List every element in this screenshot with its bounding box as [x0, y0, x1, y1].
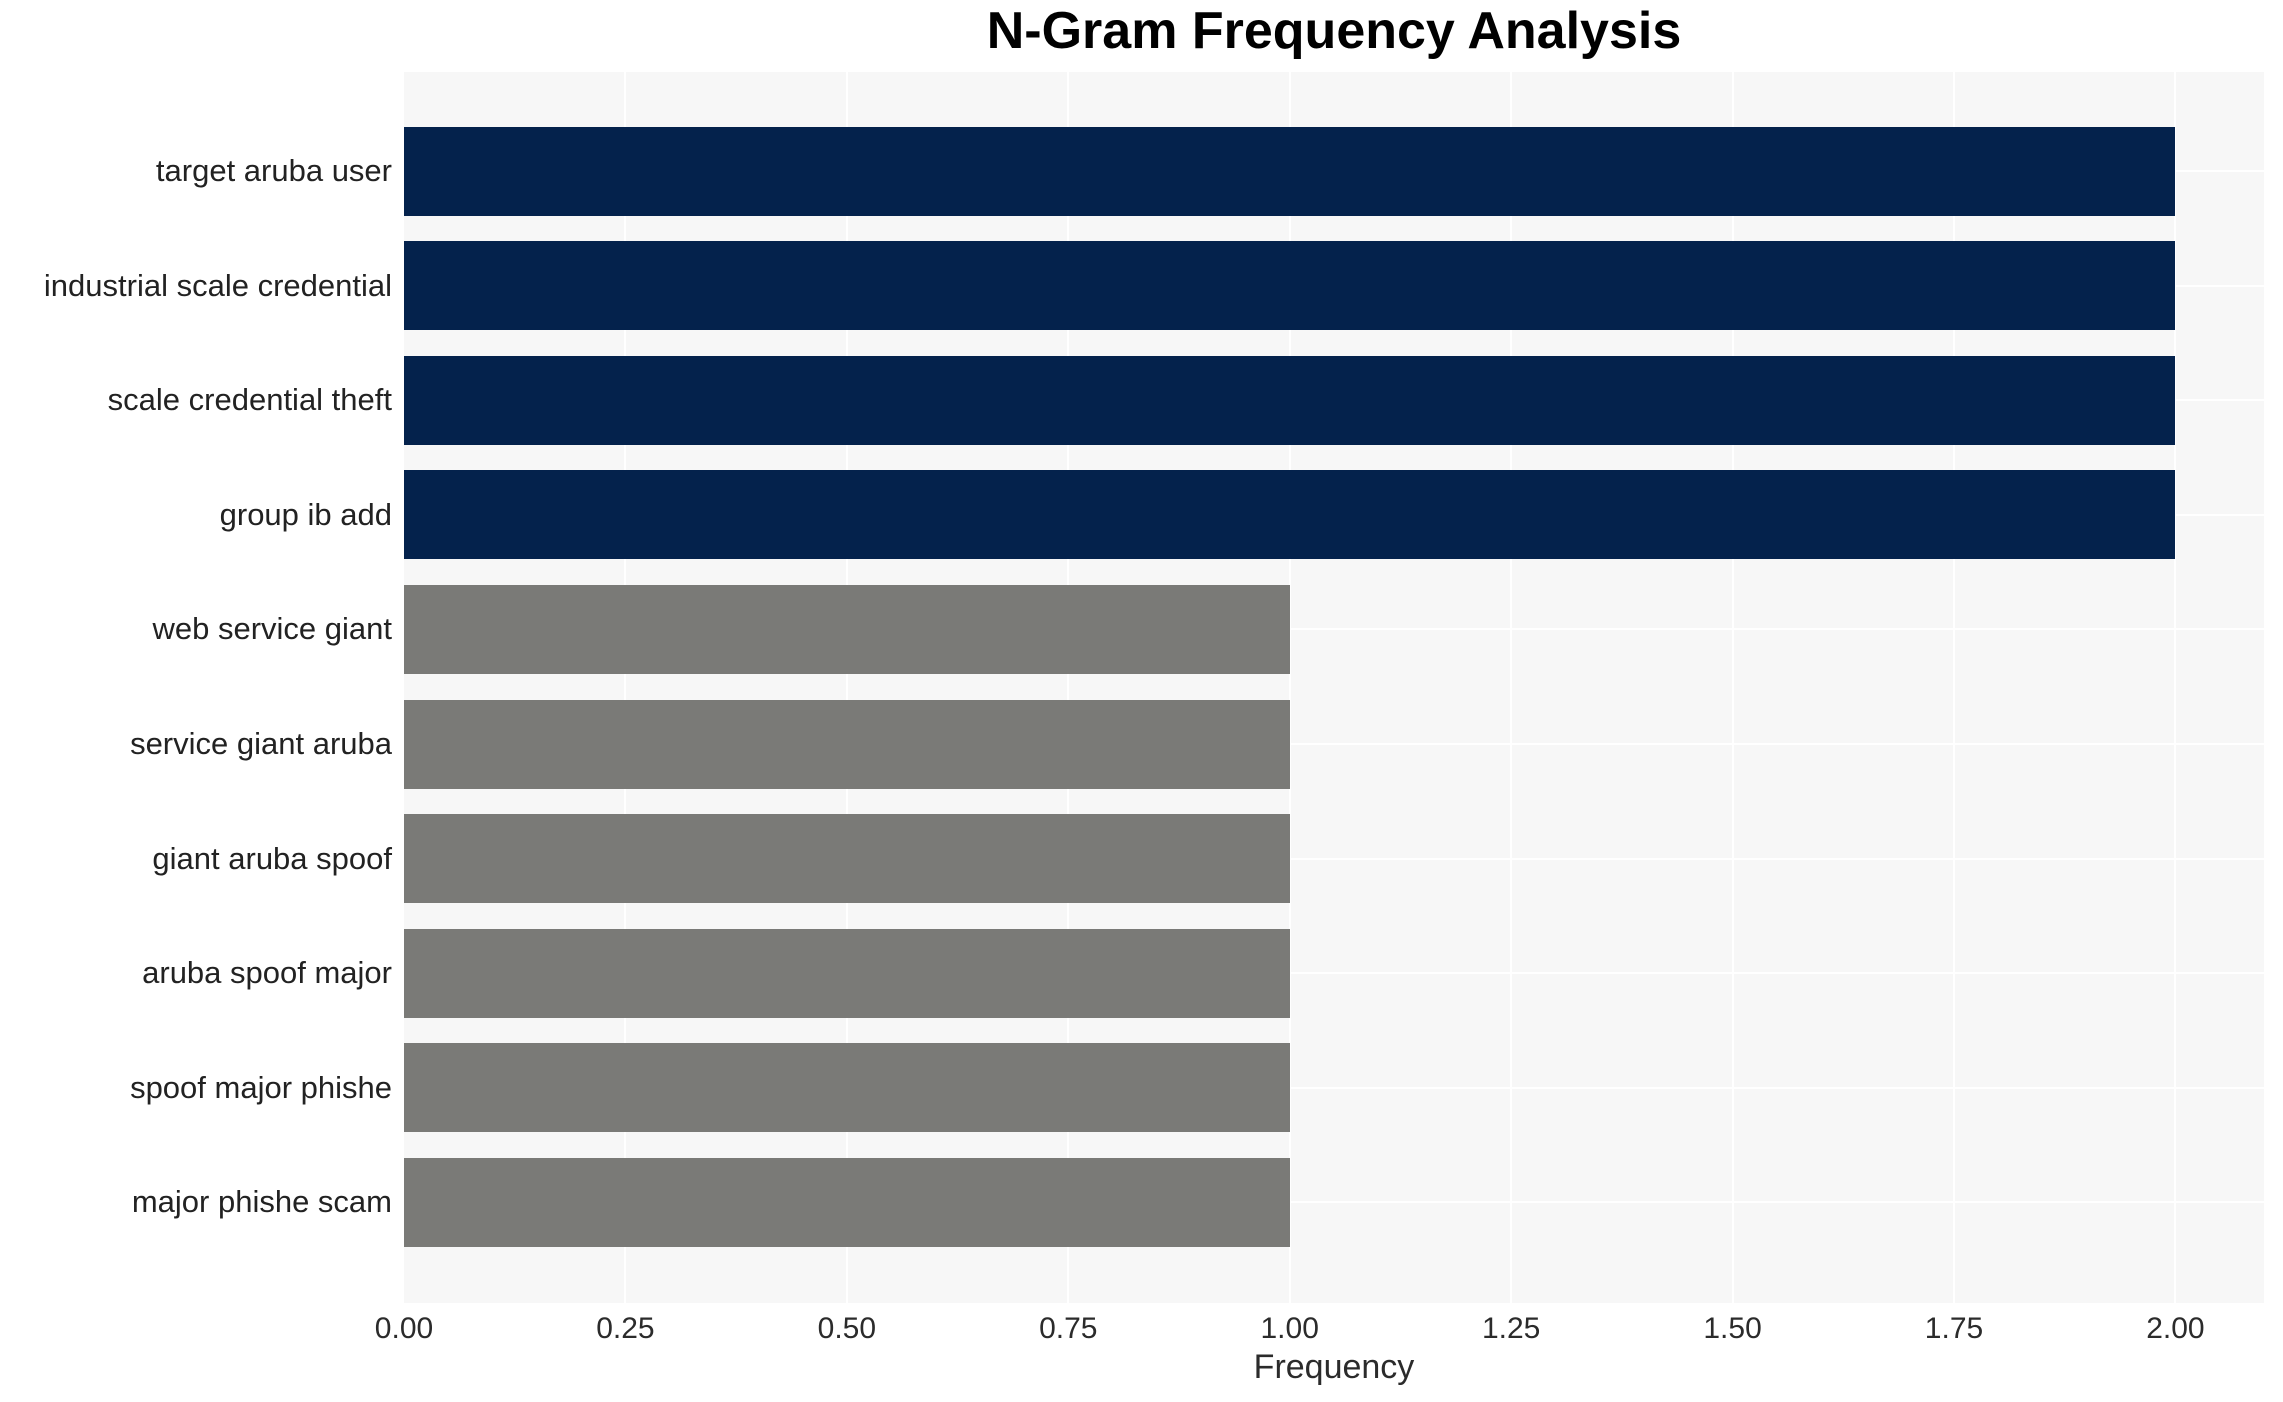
- bar-scale-credential-theft: [404, 355, 2176, 445]
- bar-major-phishe-scam: [404, 1157, 1290, 1247]
- v-gridline: [1288, 72, 1291, 1303]
- y-tick-label: service giant aruba: [130, 726, 392, 761]
- v-gridline: [2174, 72, 2177, 1303]
- y-tick-label: giant aruba spoof: [152, 840, 392, 876]
- chart-title: N-Gram Frequency Analysis: [986, 2, 1682, 60]
- x-tick-label: 1.25: [1481, 1312, 1541, 1345]
- x-tick-label: 0.75: [1039, 1312, 1098, 1345]
- v-gridline: [624, 72, 627, 1303]
- y-tick-label: industrial scale credential: [43, 267, 392, 303]
- h-gridline: [404, 743, 2264, 745]
- h-gridline: [404, 1086, 2264, 1089]
- bar-target-aruba-user: [404, 126, 2176, 216]
- y-tick-label: aruba spoof major: [142, 955, 392, 991]
- x-tick-label: 0.00: [374, 1312, 434, 1345]
- h-gridline: [404, 857, 2264, 860]
- plot-area: [404, 72, 2264, 1303]
- bar-industrial-scale-credential: [404, 241, 2176, 331]
- v-gridline: [1510, 72, 1513, 1303]
- v-gridline: [1953, 72, 1955, 1303]
- y-tick-label: scale credential theft: [107, 382, 392, 418]
- x-tick-label: 2.00: [2146, 1312, 2205, 1345]
- x-tick-label: 0.25: [596, 1312, 655, 1345]
- x-tick-label: 1.75: [1924, 1312, 1984, 1345]
- h-gridline: [404, 1201, 2264, 1204]
- y-tick-label: spoof major phishe: [130, 1069, 392, 1105]
- y-tick-label: major phishe scam: [131, 1184, 392, 1220]
- bar-group-ib-add: [404, 470, 2176, 560]
- x-axis-label: Frequency: [1253, 1348, 1415, 1386]
- y-tick-label: group ib add: [219, 496, 392, 532]
- h-gridline: [404, 628, 2264, 631]
- v-gridline: [1067, 72, 1070, 1303]
- x-tick-label: 1.50: [1703, 1312, 1762, 1345]
- y-tick-label: target aruba user: [155, 153, 392, 188]
- bar-web-service-giant: [404, 584, 1290, 674]
- v-gridline: [1731, 72, 1734, 1303]
- x-tick-label: 1.00: [1260, 1312, 1319, 1345]
- h-gridline: [404, 972, 2264, 975]
- x-tick-label: 0.50: [817, 1312, 877, 1345]
- v-gridline: [845, 72, 848, 1303]
- bar-aruba-spoof-major: [404, 928, 1290, 1018]
- bar-service-giant-aruba: [404, 699, 1290, 789]
- y-tick-label: web service giant: [152, 611, 392, 647]
- bar-giant-aruba-spoof: [404, 814, 1290, 904]
- bar-spoof-major-phishe: [404, 1043, 1290, 1133]
